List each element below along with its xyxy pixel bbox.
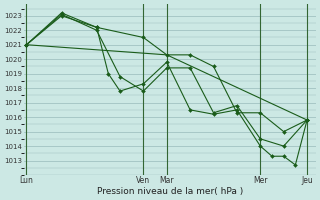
X-axis label: Pression niveau de la mer( hPa ): Pression niveau de la mer( hPa )	[97, 187, 243, 196]
